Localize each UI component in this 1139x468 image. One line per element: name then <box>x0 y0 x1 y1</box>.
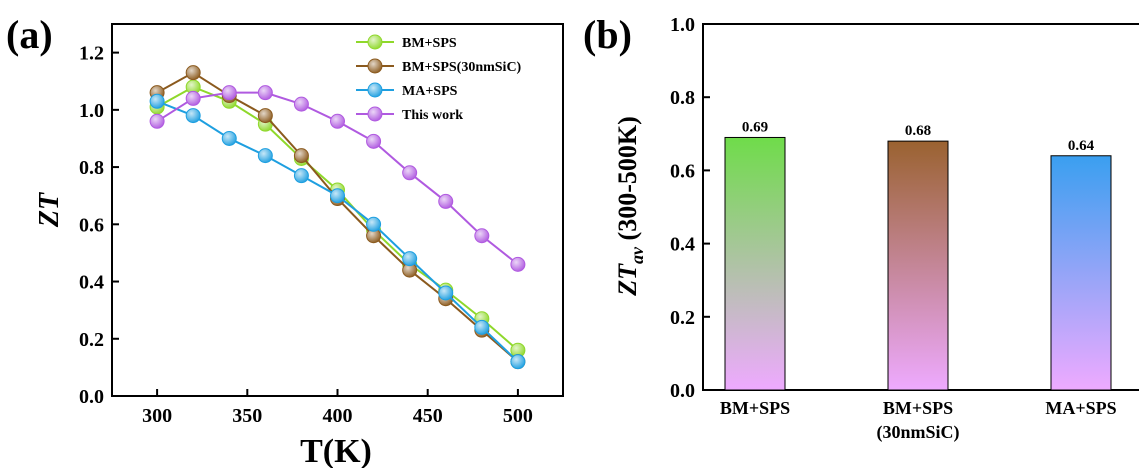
bar <box>887 140 949 391</box>
panel-a-y-tick-label: 0.2 <box>79 329 104 351</box>
panel-b-y-tick-label: 0.6 <box>670 160 695 182</box>
legend-label: This work <box>402 108 463 123</box>
legend-label: BM+SPS(30nmSiC) <box>402 60 522 75</box>
panel-a-y-tick-label: 1.2 <box>79 43 104 65</box>
panel-a-y-axis-title: ZT <box>34 191 65 228</box>
panel-a-x-axis-title: T(K) <box>300 433 372 468</box>
data-point <box>330 188 345 204</box>
data-point <box>402 251 418 267</box>
data-point <box>257 148 273 164</box>
data-point <box>149 113 165 129</box>
panel-a-y-tick-label: 0.6 <box>79 214 104 236</box>
panel-b-y-tick-label: 0.2 <box>670 307 695 329</box>
panel-b-y-axis-title-main: ZT <box>613 263 642 297</box>
bar <box>724 136 786 391</box>
panel-a-y-tick-label: 0.0 <box>79 386 104 408</box>
data-point <box>330 113 345 129</box>
data-point <box>438 193 454 209</box>
data-point <box>510 256 526 272</box>
panel-a-y-tick-label: 0.8 <box>79 157 104 179</box>
legend-marker <box>367 58 383 74</box>
legend-marker <box>367 106 383 122</box>
bar-value-label: 0.69 <box>742 119 768 135</box>
data-point <box>221 85 237 101</box>
data-point <box>438 285 454 301</box>
panel-a-line-chart: (a) 0.0 0.2 0.4 0.6 0.8 1.0 1.2 300 350 400 450 50… <box>6 12 564 468</box>
panel-b-y-tick-label: 0.0 <box>670 380 695 402</box>
panel-b-y-axis-title-tail: (300-500K) <box>613 116 642 247</box>
panel-a-legend: BM+SPS BM+SPS(30nmSiC) MA+SPS This work <box>356 34 522 123</box>
panel-b-bars: 0.690.680.640.87 <box>724 119 1112 391</box>
data-point <box>185 65 201 81</box>
panel-a-x-tick-label: 350 <box>232 405 262 427</box>
data-point <box>366 133 382 149</box>
data-point <box>366 216 382 232</box>
series-line <box>156 100 519 363</box>
data-point <box>402 165 418 181</box>
panel-a-x-ticks: 300 350 400 450 500 <box>142 389 533 427</box>
data-point <box>149 93 165 109</box>
bar-value-label: 0.64 <box>1068 138 1095 154</box>
legend-label: BM+SPS <box>402 36 457 51</box>
panel-a-y-ticks: 0.0 0.2 0.4 0.6 0.8 1.0 1.2 <box>79 43 119 408</box>
data-point <box>221 130 237 146</box>
data-point <box>185 108 201 124</box>
bar <box>1050 155 1112 391</box>
legend-marker <box>367 34 383 50</box>
data-point <box>257 108 273 124</box>
legend-label: MA+SPS <box>402 84 458 99</box>
panel-b-x-tick-label: MA+SPS <box>1045 398 1116 418</box>
panel-a-y-tick-label: 0.4 <box>79 272 104 294</box>
panel-a-series <box>149 65 526 370</box>
panel-b-y-tick-label: 0.4 <box>670 234 695 256</box>
data-point <box>293 168 309 184</box>
data-point <box>510 354 526 370</box>
panel-b-y-axis-title: ZTav (300-500K) <box>613 116 647 296</box>
data-point <box>474 319 490 335</box>
panel-a-x-tick-label: 400 <box>323 405 353 427</box>
data-point <box>185 90 201 106</box>
data-point <box>293 148 309 164</box>
bar-value-label: 0.68 <box>905 123 931 139</box>
legend-marker <box>367 82 383 98</box>
panel-a-x-tick-label: 450 <box>413 405 443 427</box>
panel-b-label: (b) <box>583 12 632 57</box>
panel-a-x-tick-label: 300 <box>142 405 172 427</box>
data-point <box>257 85 273 101</box>
panel-b-y-axis-title-sub: av <box>627 246 647 264</box>
data-point <box>474 228 490 244</box>
panel-b-x-tick-label: BM+SPS <box>720 398 790 418</box>
panel-a-label: (a) <box>6 12 53 57</box>
panel-b-y-tick-label: 1.0 <box>670 14 695 36</box>
panel-b-x-tick-label: BM+SPS <box>883 398 953 418</box>
panel-b-bar-chart: (b) 0.00.20.40.60.81.0 0.690.680.640.87 … <box>583 12 1139 443</box>
panel-b-y-ticks: 0.0 0.2 0.4 0.6 0.8 1.0 <box>670 14 710 402</box>
data-point <box>293 96 309 112</box>
panel-a-x-tick-label: 500 <box>503 405 533 427</box>
panel-b-y-tick-label: 0.8 <box>670 87 695 109</box>
panel-a-y-tick-label: 1.0 <box>79 100 104 122</box>
panel-b-x-tick-label: (30nmSiC) <box>876 422 959 443</box>
